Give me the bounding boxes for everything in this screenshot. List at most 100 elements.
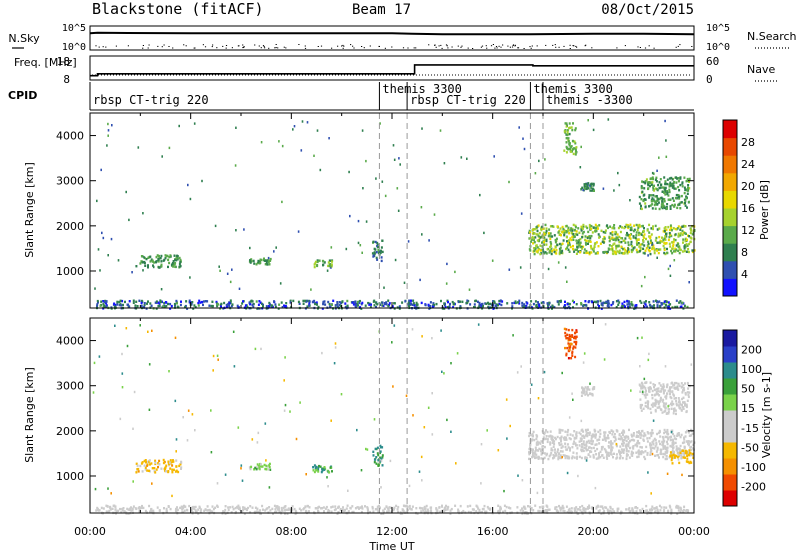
heatmap-cell (591, 506, 594, 509)
heatmap-cell (600, 512, 603, 515)
heatmap-cell (582, 390, 585, 393)
heatmap-cell (587, 242, 589, 245)
heatmap-cell (468, 288, 471, 291)
heatmap-cell (536, 233, 539, 236)
heatmap-cell (689, 240, 692, 244)
heatmap-cell (678, 197, 681, 200)
heatmap-cell (622, 449, 625, 452)
heatmap-cell (562, 239, 565, 242)
heatmap-cell (216, 505, 219, 508)
heatmap-cell (155, 307, 158, 310)
heatmap-cell (125, 327, 128, 330)
heatmap-cell (381, 301, 384, 304)
noise-search-point (275, 47, 277, 49)
noise-search-point (545, 44, 547, 46)
heatmap-cell (454, 504, 457, 507)
heatmap-cell (595, 505, 598, 508)
heatmap-cell (186, 439, 189, 442)
noise-search-point (624, 45, 626, 47)
heatmap-cell (269, 259, 272, 262)
heatmap-cell (666, 412, 669, 415)
heatmap-cell (542, 247, 544, 251)
heatmap-cell (289, 301, 292, 304)
noise-search-point (157, 45, 159, 47)
heatmap-cell (669, 444, 672, 448)
heatmap-cell (597, 233, 600, 236)
heatmap-cell (672, 412, 675, 415)
heatmap-cell (132, 299, 135, 302)
heatmap-cell (646, 393, 649, 396)
heatmap-cell (682, 389, 684, 392)
heatmap-cell (658, 300, 661, 303)
frequency-right-label: Nave (747, 63, 775, 76)
heatmap-cell (367, 301, 370, 305)
heatmap-cell (155, 300, 158, 303)
heatmap-cell (679, 449, 682, 452)
heatmap-cell (667, 510, 670, 513)
heatmap-cell (311, 300, 314, 304)
heatmap-cell (585, 392, 588, 395)
heatmap-cell (142, 212, 144, 215)
heatmap-cell (148, 363, 151, 366)
heatmap-cell (624, 241, 627, 244)
noise-search-point (168, 46, 170, 47)
heatmap-cell (228, 302, 231, 305)
heatmap-cell (638, 245, 641, 248)
heatmap-cell (584, 303, 587, 307)
heatmap-cell (562, 454, 565, 457)
heatmap-cell (497, 504, 500, 507)
heatmap-cell (580, 188, 582, 191)
heatmap-cell (563, 305, 566, 308)
heatmap-cell (567, 226, 570, 229)
heatmap-cell (319, 168, 322, 172)
heatmap-cell (249, 505, 252, 508)
heatmap-cell (310, 288, 312, 291)
heatmap-cell (627, 305, 630, 309)
heatmap-cell (667, 408, 670, 411)
heatmap-cell (523, 303, 526, 306)
heatmap-cell (542, 305, 545, 308)
heatmap-cell (95, 509, 98, 512)
heatmap-cell (585, 459, 588, 462)
heatmap-cell (664, 403, 667, 406)
heatmap-cell (503, 504, 506, 507)
heatmap-cell (380, 259, 383, 263)
heatmap-cell (581, 227, 584, 230)
heatmap-cell (683, 446, 686, 450)
heatmap-cell (647, 402, 649, 406)
heatmap-cell (632, 236, 635, 239)
heatmap-cell (580, 510, 583, 514)
heatmap-cell (533, 238, 535, 242)
heatmap-cell (670, 396, 673, 400)
heatmap-cell (686, 454, 689, 457)
heatmap-cell (583, 251, 586, 254)
heatmap-cell (635, 304, 638, 307)
heatmap-cell (630, 433, 633, 436)
heatmap-cell (334, 346, 337, 349)
heatmap-cell (688, 453, 690, 457)
heatmap-cell (670, 229, 673, 232)
heatmap-cell (633, 228, 636, 231)
heatmap-cell (593, 242, 596, 246)
heatmap-cell (582, 361, 585, 364)
noise-search-point (575, 45, 577, 47)
heatmap-cell (572, 451, 575, 454)
heatmap-cell (127, 512, 130, 515)
heatmap-cell (574, 355, 577, 359)
noise-search-point (163, 44, 165, 46)
heatmap-cell (646, 229, 649, 232)
heatmap-cell (637, 233, 640, 237)
heatmap-cell (373, 304, 376, 307)
heatmap-cell (110, 492, 112, 495)
noise-search-point (95, 45, 97, 47)
noise-left-tick-top: 10^5 (62, 23, 86, 34)
heatmap-cell (658, 207, 661, 211)
heatmap-cell (327, 264, 330, 268)
heatmap-cell (175, 459, 178, 462)
heatmap-cell (562, 227, 565, 231)
heatmap-cell (380, 486, 382, 489)
heatmap-cell (654, 454, 656, 457)
heatmap-cell (663, 206, 666, 210)
heatmap-cell (550, 242, 553, 245)
heatmap-cell (671, 203, 674, 207)
